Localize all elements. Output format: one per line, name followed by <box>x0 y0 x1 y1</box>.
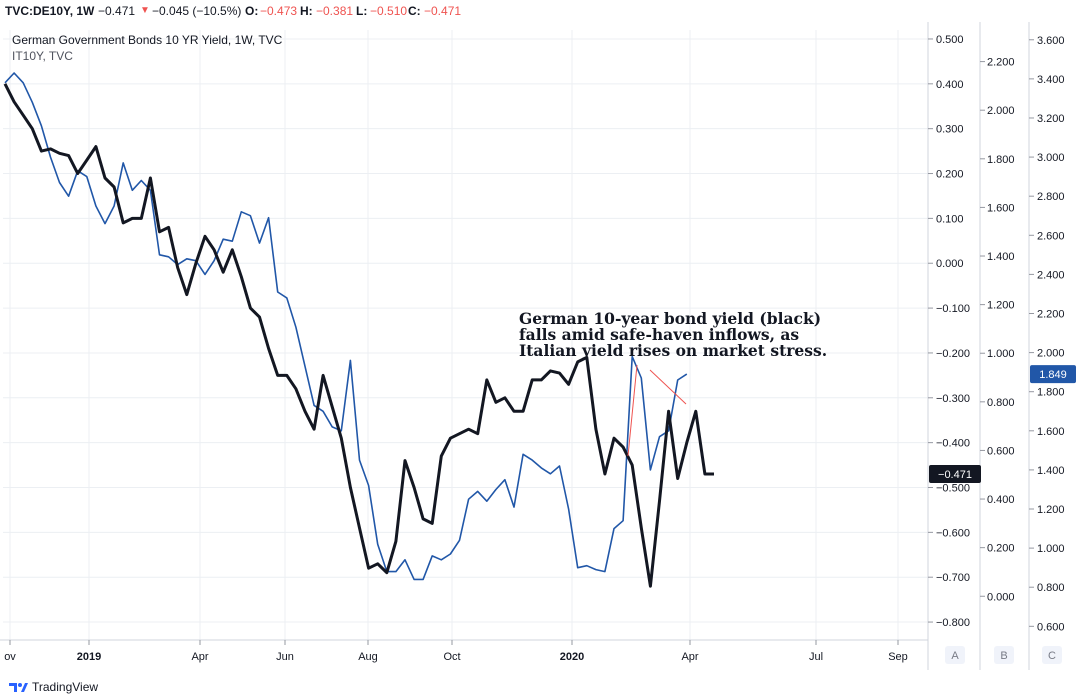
y-axis-it10y-a[interactable]: 2.200 2.000 1.800 1.600 1.400 1.200 1.000 0.800… <box>980 57 1015 604</box>
y-tick-label-it-b: 1.800 <box>1037 387 1065 399</box>
x-tick-label: 2020 <box>560 651 584 663</box>
annotation: German 10-year bond yield (black) falls … <box>519 309 827 360</box>
y-tick-label-de: −0.500 <box>936 483 970 495</box>
y-tick-label-it-a: 1.600 <box>987 202 1015 214</box>
x-tick-label: 2019 <box>77 651 101 663</box>
annotation-line-2: falls amid safe-haven inflows, as <box>519 325 799 344</box>
high-label: H: <box>300 4 313 18</box>
legend-compare: IT10Y, TVC <box>12 49 73 63</box>
y-tick-label-it-b: 2.600 <box>1037 230 1065 242</box>
y-tick-label-de: −0.600 <box>936 527 970 539</box>
last-price: −0.471 <box>98 4 136 18</box>
y-tick-label-de: −0.300 <box>936 393 970 405</box>
x-tick-label: Apr <box>191 651 208 663</box>
y-tick-label-de: −0.200 <box>936 348 970 360</box>
scale-buttons: A B C <box>945 646 1062 664</box>
y-tick-label-de: 0.300 <box>936 124 964 136</box>
y-tick-label-it-b: 1.400 <box>1037 465 1065 477</box>
y-axis-de10y[interactable]: 0.500 0.400 0.300 0.200 0.100 0.000 −0.100 −0.2… <box>928 34 970 629</box>
y-tick-label-de: −0.400 <box>936 438 970 450</box>
series-line-de10y[interactable] <box>3 83 714 588</box>
y-tick-label-it-b: 1.200 <box>1037 504 1065 516</box>
chart-canvas[interactable]: German Government Bonds 10 YR Yield, 1W,… <box>0 22 1077 670</box>
x-tick-label: Jul <box>809 651 823 663</box>
y-tick-label-de: −0.700 <box>936 572 970 584</box>
x-tick-label: Apr <box>681 651 698 663</box>
y-tick-label-it-b: 2.000 <box>1037 348 1065 360</box>
y-tick-label-it-b: 1.000 <box>1037 543 1065 555</box>
y-tick-label-it-b: 0.800 <box>1037 582 1065 594</box>
y-tick-label-it-b: 1.600 <box>1037 426 1065 438</box>
high-value: −0.381 <box>316 4 354 18</box>
close-label: C: <box>408 4 421 18</box>
grid-lines <box>3 30 928 640</box>
y-tick-label-it-b: 0.600 <box>1037 621 1065 633</box>
y-tick-label-de: −0.100 <box>936 303 970 315</box>
open-value: −0.473 <box>260 4 298 18</box>
legend-main: German Government Bonds 10 YR Yield, 1W,… <box>12 33 283 47</box>
badge-de10y-text: −0.471 <box>938 469 972 481</box>
x-tick-label: Jun <box>276 651 294 663</box>
y-tick-label-de: 0.100 <box>936 213 964 225</box>
y-tick-label-it-b: 3.000 <box>1037 152 1065 164</box>
annotation-line-1: German 10-year bond yield (black) <box>519 309 821 328</box>
x-tick-label: Aug <box>358 651 378 663</box>
price-change: −0.045 (−10.5%) <box>152 4 242 18</box>
annotation-line-3: Italian yield rises on market stress. <box>519 341 827 360</box>
y-tick-label-it-a: 0.400 <box>987 494 1015 506</box>
y-tick-label-it-a: 1.200 <box>987 300 1015 312</box>
scale-button-bg <box>945 646 965 664</box>
y-tick-label-it-b: 2.400 <box>1037 269 1065 281</box>
y-tick-label-it-a: 1.800 <box>987 154 1015 166</box>
tradingview-logo[interactable]: TradingView <box>8 679 98 694</box>
y-tick-label-it-a: 0.600 <box>987 445 1015 457</box>
annotation-pointer-it <box>649 369 687 405</box>
open-label: O: <box>245 4 259 18</box>
scale-button-c[interactable]: C <box>1048 650 1056 662</box>
y-tick-label-it-a: 0.200 <box>987 543 1015 555</box>
close-value: −0.471 <box>424 4 462 18</box>
y-tick-label-it-b: 3.400 <box>1037 74 1065 86</box>
y-tick-label-de: −0.800 <box>936 617 970 629</box>
axis-separators <box>0 22 1030 670</box>
low-value: −0.510 <box>370 4 408 18</box>
y-tick-label-it-b: 3.200 <box>1037 113 1065 125</box>
x-axis[interactable]: ov 2019 Apr Jun Aug Oct 2020 Apr Jul Sep <box>4 640 908 663</box>
low-label: L: <box>356 4 368 18</box>
y-tick-label-de: 0.200 <box>936 169 964 181</box>
scale-button-b[interactable]: B <box>1000 650 1007 662</box>
y-tick-label-it-b: 3.600 <box>1037 35 1065 47</box>
down-arrow-icon: ▼ <box>140 5 150 16</box>
y-tick-label-it-a: 2.000 <box>987 105 1015 117</box>
y-tick-label-de: 0.500 <box>936 34 964 46</box>
y-tick-label-de: 0.400 <box>936 79 964 91</box>
annotation-pointer-de <box>627 364 638 457</box>
tradingview-logo-icon <box>9 682 28 692</box>
brand-label: TradingView <box>32 679 99 694</box>
x-tick-label: Sep <box>888 651 908 663</box>
scale-button-bg <box>1042 646 1062 664</box>
y-tick-label-it-a: 1.000 <box>987 348 1015 360</box>
y-tick-label-it-b: 2.200 <box>1037 308 1065 320</box>
y-tick-label-it-a: 0.800 <box>987 397 1015 409</box>
y-tick-label-it-a: 2.200 <box>987 57 1015 69</box>
scale-button-bg <box>994 646 1014 664</box>
symbol-label[interactable]: TVC:DE10Y, 1W <box>5 4 95 18</box>
x-tick-label: ov <box>4 651 16 663</box>
y-tick-label-it-a: 0.000 <box>987 591 1015 603</box>
last-value-badge-it10y: 1.849 <box>1030 365 1076 384</box>
series-line-it10y[interactable] <box>4 72 688 581</box>
y-tick-label-de: 0.000 <box>936 258 964 270</box>
x-tick-label: Oct <box>443 651 460 663</box>
badge-it10y-text: 1.849 <box>1039 369 1067 381</box>
chart-header: TVC:DE10Y, 1W −0.471 ▼ −0.045 (−10.5%) O… <box>0 0 1077 22</box>
y-tick-label-it-a: 1.400 <box>987 251 1015 263</box>
last-value-badge-de10y: −0.471 <box>929 465 981 484</box>
scale-button-a[interactable]: A <box>951 650 959 662</box>
y-axis-it10y-b[interactable]: 3.600 3.400 3.200 3.000 2.800 2.600 2.400 2.200… <box>1029 35 1065 634</box>
y-tick-label-it-b: 2.800 <box>1037 191 1065 203</box>
